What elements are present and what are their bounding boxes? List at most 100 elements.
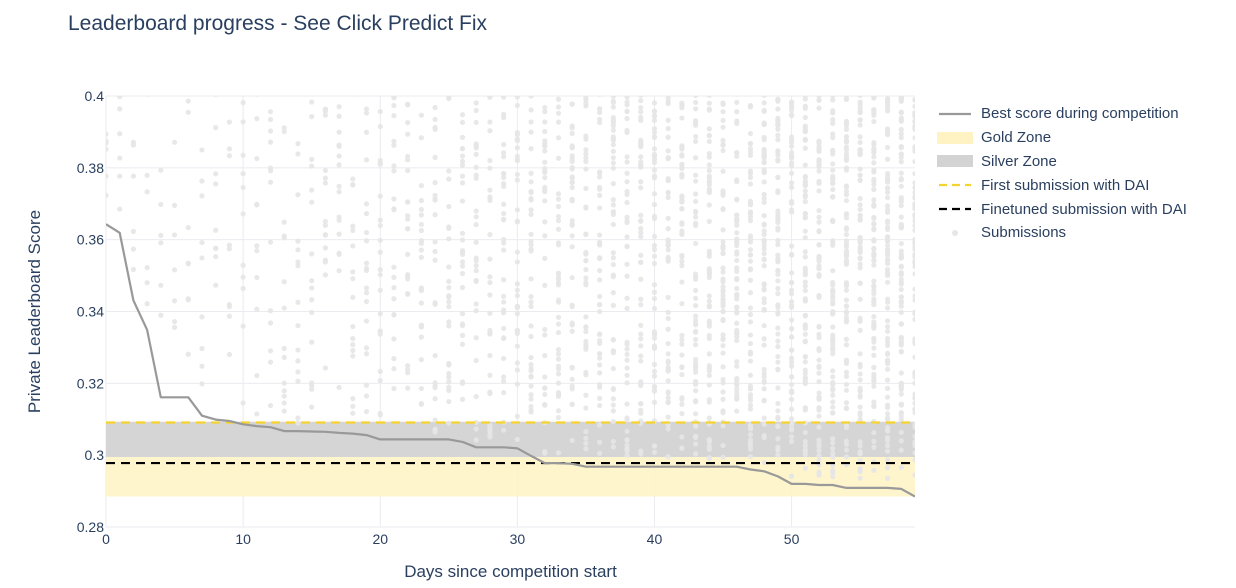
submission-point <box>884 257 891 263</box>
submission-point <box>775 157 781 163</box>
legend-item[interactable]: Silver Zone <box>935 150 1230 174</box>
submission-point <box>528 383 534 389</box>
submission-point <box>432 257 438 263</box>
submission-point <box>446 293 452 299</box>
submission-point <box>583 314 589 320</box>
legend-item[interactable]: Finetuned submission with DAI <box>935 197 1230 221</box>
submission-point <box>651 117 658 124</box>
submission-point <box>898 410 904 416</box>
submission-point <box>871 145 877 152</box>
submission-point <box>844 84 849 89</box>
submission-point <box>912 189 915 195</box>
submission-point <box>802 234 808 241</box>
submission-point <box>802 380 808 387</box>
submission-point <box>802 254 808 260</box>
submission-point <box>569 101 575 107</box>
legend-item[interactable]: First submission with DAI <box>935 173 1230 197</box>
submission-point <box>254 96 259 97</box>
submission-point <box>775 367 781 373</box>
submission-point <box>775 132 781 138</box>
submission-point <box>555 347 562 353</box>
submission-point <box>651 156 658 162</box>
submission-point <box>788 107 795 113</box>
submission-point <box>638 98 644 104</box>
legend-item[interactable]: Submissions <box>935 221 1230 245</box>
submission-point <box>117 96 123 100</box>
submission-point <box>418 183 424 189</box>
submission-point <box>884 342 891 348</box>
submission-point <box>624 243 630 249</box>
submission-point <box>720 287 726 293</box>
legend-band-mark <box>937 131 973 144</box>
submission-point <box>775 227 781 233</box>
submission-point <box>706 437 712 444</box>
submission-point <box>816 254 822 261</box>
submission-point <box>679 371 685 378</box>
submission-point <box>761 421 767 427</box>
submission-point <box>459 198 466 204</box>
submission-point <box>747 386 754 392</box>
submission-point <box>802 228 808 234</box>
submission-point <box>610 396 616 402</box>
submission-point <box>788 99 795 105</box>
submission-point <box>651 201 658 208</box>
submission-point <box>597 302 603 308</box>
submission-point <box>624 437 630 443</box>
submission-point <box>638 358 644 364</box>
submission-point <box>816 208 822 214</box>
submission-point <box>761 195 767 201</box>
submission-point <box>788 200 795 206</box>
submission-point <box>830 268 836 274</box>
submission-point <box>117 206 123 212</box>
submission-point <box>665 294 671 301</box>
submission-point <box>857 392 863 399</box>
submission-point <box>912 202 915 208</box>
submission-point <box>843 454 850 460</box>
submission-point <box>267 109 274 115</box>
submission-point <box>871 278 877 284</box>
submission-point <box>185 224 191 231</box>
submission-point <box>761 286 767 292</box>
submission-point <box>651 361 658 367</box>
submission-point <box>843 96 850 99</box>
submission-point <box>788 326 795 332</box>
submission-point <box>775 385 781 391</box>
submission-point <box>843 241 850 247</box>
submission-point <box>610 104 616 110</box>
submission-point <box>679 115 685 121</box>
submission-point <box>775 98 781 104</box>
submission-point <box>432 154 438 160</box>
submission-point <box>843 139 850 145</box>
submission-point <box>857 195 863 202</box>
submission-point <box>843 134 850 140</box>
submission-point <box>912 158 915 165</box>
submission-point <box>775 237 781 244</box>
legend-item[interactable]: Best score during competition <box>935 102 1230 126</box>
submission-point <box>514 259 520 265</box>
submission-point <box>775 267 781 273</box>
submission-point <box>405 291 411 297</box>
submission-point <box>405 90 410 95</box>
legend-item[interactable]: Gold Zone <box>935 126 1230 150</box>
submission-point <box>610 302 616 308</box>
submission-point <box>322 106 328 112</box>
submission-point <box>295 299 301 305</box>
submission-point <box>706 151 712 157</box>
submission-point <box>309 99 315 105</box>
submission-point <box>843 309 850 315</box>
submission-point <box>610 202 616 208</box>
submission-point <box>569 304 575 310</box>
submission-point <box>665 340 671 347</box>
submission-point <box>720 147 726 154</box>
submission-point <box>788 134 795 140</box>
submission-point <box>106 138 109 144</box>
submission-point <box>267 116 274 123</box>
submission-point <box>761 296 767 302</box>
submission-point <box>871 106 877 113</box>
submission-point <box>761 137 767 143</box>
submission-point <box>843 252 850 259</box>
submission-point <box>624 179 630 185</box>
submission-point <box>871 112 877 118</box>
submission-point <box>665 351 671 357</box>
submission-point <box>651 289 658 295</box>
